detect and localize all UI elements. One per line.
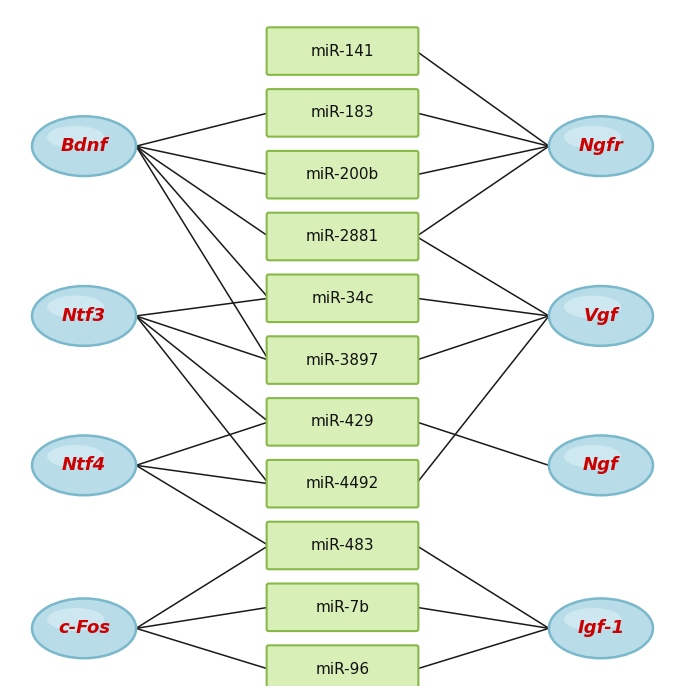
Ellipse shape bbox=[549, 286, 653, 346]
Text: Bdnf: Bdnf bbox=[60, 137, 108, 155]
Text: miR-200b: miR-200b bbox=[306, 167, 379, 182]
Ellipse shape bbox=[564, 126, 621, 148]
Text: miR-483: miR-483 bbox=[311, 538, 374, 553]
Text: miR-7b: miR-7b bbox=[316, 599, 369, 615]
Ellipse shape bbox=[47, 296, 104, 318]
Ellipse shape bbox=[32, 435, 136, 495]
Ellipse shape bbox=[47, 445, 104, 468]
Ellipse shape bbox=[32, 599, 136, 658]
Text: c-Fos: c-Fos bbox=[58, 620, 110, 638]
FancyBboxPatch shape bbox=[266, 645, 419, 693]
Text: Ntf3: Ntf3 bbox=[62, 307, 106, 325]
Text: miR-3897: miR-3897 bbox=[306, 353, 379, 367]
Text: Vgf: Vgf bbox=[584, 307, 619, 325]
FancyBboxPatch shape bbox=[266, 89, 419, 137]
Ellipse shape bbox=[564, 608, 621, 631]
Text: Ngfr: Ngfr bbox=[579, 137, 623, 155]
Text: miR-34c: miR-34c bbox=[311, 291, 374, 306]
Text: miR-183: miR-183 bbox=[311, 105, 374, 121]
Ellipse shape bbox=[32, 286, 136, 346]
FancyBboxPatch shape bbox=[266, 460, 419, 507]
FancyBboxPatch shape bbox=[266, 27, 419, 75]
Ellipse shape bbox=[549, 116, 653, 176]
Text: miR-141: miR-141 bbox=[311, 44, 374, 59]
FancyBboxPatch shape bbox=[266, 336, 419, 384]
Ellipse shape bbox=[47, 608, 104, 631]
Text: miR-96: miR-96 bbox=[315, 662, 370, 676]
FancyBboxPatch shape bbox=[266, 584, 419, 631]
FancyBboxPatch shape bbox=[266, 151, 419, 198]
FancyBboxPatch shape bbox=[266, 398, 419, 446]
Text: miR-2881: miR-2881 bbox=[306, 229, 379, 244]
Ellipse shape bbox=[47, 126, 104, 148]
Text: Ntf4: Ntf4 bbox=[62, 457, 106, 474]
Ellipse shape bbox=[32, 116, 136, 176]
Text: Ngf: Ngf bbox=[583, 457, 619, 474]
Ellipse shape bbox=[564, 445, 621, 468]
FancyBboxPatch shape bbox=[266, 274, 419, 322]
Ellipse shape bbox=[564, 296, 621, 318]
Text: miR-4492: miR-4492 bbox=[306, 476, 379, 491]
Text: miR-429: miR-429 bbox=[311, 414, 374, 430]
Ellipse shape bbox=[549, 435, 653, 495]
Text: Igf-1: Igf-1 bbox=[577, 620, 625, 638]
FancyBboxPatch shape bbox=[266, 522, 419, 569]
FancyBboxPatch shape bbox=[266, 213, 419, 261]
Ellipse shape bbox=[549, 599, 653, 658]
